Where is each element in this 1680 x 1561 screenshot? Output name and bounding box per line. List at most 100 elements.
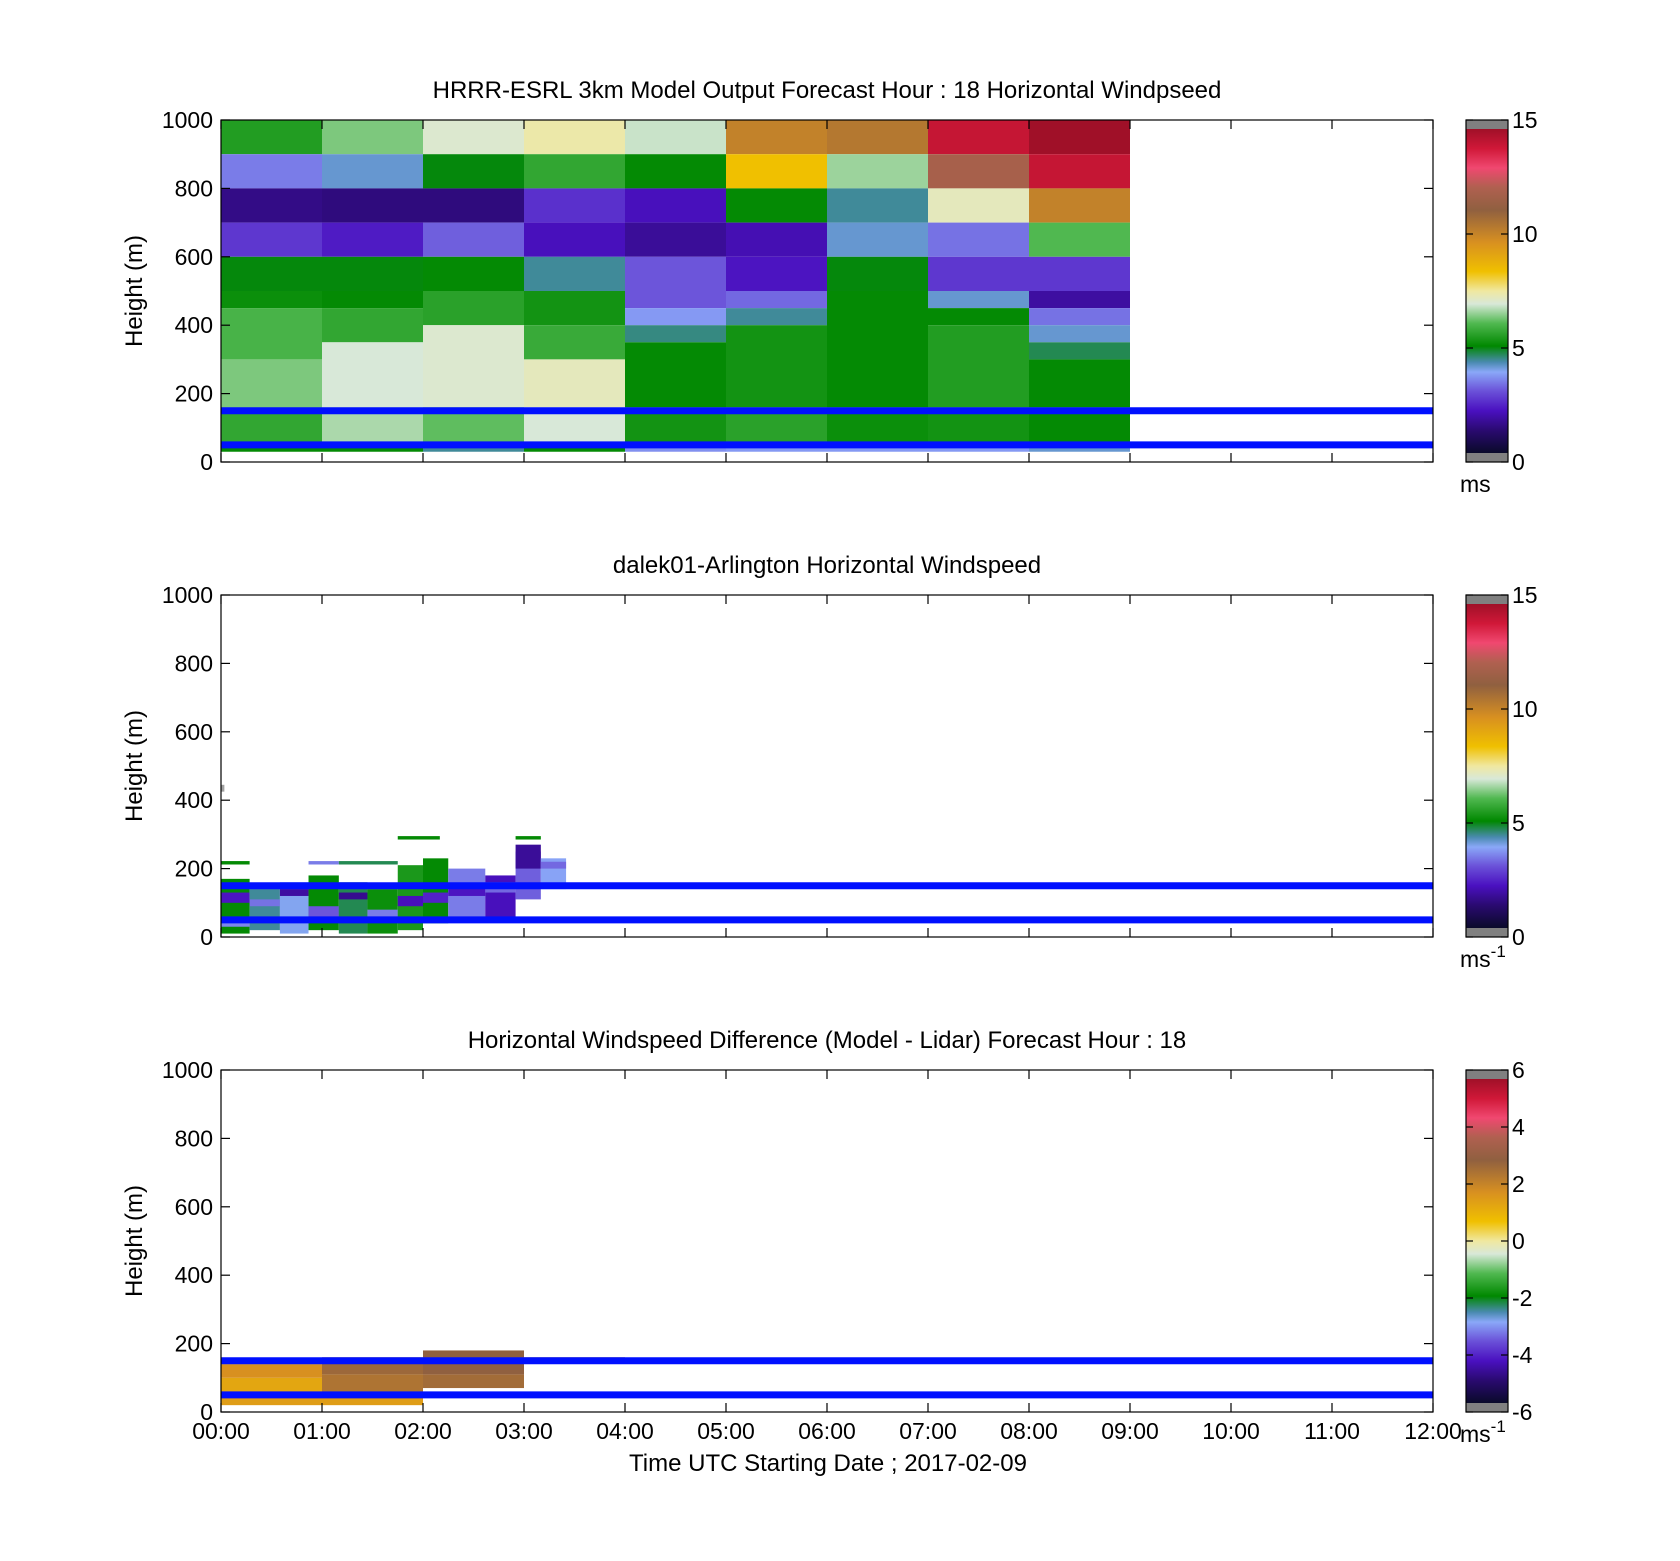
colorbar-tick-label: 0 <box>1512 1228 1525 1254</box>
heatmap-cell <box>322 308 423 343</box>
colorbar-unit: ms-1 <box>1460 942 1506 972</box>
heatmap-cell <box>540 861 567 869</box>
heatmap-cell <box>279 889 309 896</box>
x-tick-label: 11:00 <box>1304 1418 1360 1444</box>
heatmap-cell <box>423 256 524 291</box>
y-tick-label: 200 <box>175 1331 213 1357</box>
heatmap-cell <box>827 154 928 189</box>
heatmap-cell <box>338 882 368 934</box>
x-tick-label: 08:00 <box>1000 1418 1058 1444</box>
y-tick-label: 200 <box>175 381 213 407</box>
heatmap-cell <box>928 256 1029 291</box>
colorbar-unit: ms-1 <box>1460 1417 1506 1447</box>
heatmap-cell <box>1029 188 1130 223</box>
heatmap-cell <box>423 1374 524 1389</box>
heatmap-cell <box>249 899 280 907</box>
heatmap-cell <box>625 342 726 408</box>
colorbar-frame <box>1465 594 1509 938</box>
heatmap-cell <box>322 154 423 189</box>
y-tick-label: 1000 <box>162 582 213 608</box>
heatmap-cell <box>338 861 398 865</box>
heatmap-cell <box>928 154 1029 189</box>
heatmap-cell <box>423 120 524 155</box>
colorbar-unit-exponent: -1 <box>1491 1417 1506 1436</box>
colorbar: 0 5 10 15 ms-1 <box>1460 582 1538 972</box>
colorbar-tick-label: 15 <box>1512 107 1538 133</box>
heatmap-cell <box>322 188 423 223</box>
heatmap-cell <box>928 325 1029 408</box>
heatmap-cell <box>221 188 322 223</box>
x-tick-label: 03:00 <box>495 1418 553 1444</box>
colorbar-tick-label: 2 <box>1512 1171 1525 1197</box>
chart-panel-2: 0 200 400 600 800 1000 dalek01-Arlington Horiz… <box>121 552 1538 972</box>
heatmap-cell <box>625 256 726 309</box>
heatmap-cell <box>625 188 726 223</box>
x-tick-label: 09:00 <box>1101 1418 1159 1444</box>
x-tick-label: 02:00 <box>394 1418 452 1444</box>
colorbar-tick-label: -6 <box>1512 1399 1532 1425</box>
heatmap-cell <box>827 188 928 223</box>
heatmap-cell <box>485 875 516 920</box>
heatmap-cell <box>249 885 280 931</box>
heatmap-cell <box>625 308 726 326</box>
x-tick-label: 12:00 <box>1404 1418 1462 1444</box>
y-tick-label: 1000 <box>162 107 213 133</box>
heatmap-cell <box>338 892 368 900</box>
y-tick-label: 0 <box>200 449 213 475</box>
heatmap-cells <box>221 120 1130 452</box>
heatmap-cell <box>625 325 726 343</box>
heatmap-cell <box>221 222 322 257</box>
heatmap-cell <box>1029 256 1130 291</box>
heatmap-cell <box>726 256 827 291</box>
heatmap-cell <box>1029 359 1130 408</box>
heatmap-cell <box>322 342 423 408</box>
heatmap-cell <box>827 291 928 408</box>
heatmap-cell <box>524 291 625 326</box>
heatmap-cell <box>308 861 339 865</box>
y-tick-label: 800 <box>175 1125 213 1151</box>
heatmap-cell <box>322 291 423 309</box>
heatmap-cell <box>524 120 625 155</box>
heatmap-cell <box>221 359 322 408</box>
chart-title: Horizontal Windspeed Difference (Model -… <box>468 1027 1187 1054</box>
x-tick-label: 06:00 <box>798 1418 856 1444</box>
colorbar-tick-label: 5 <box>1512 335 1525 361</box>
heatmap-cell <box>322 222 423 257</box>
y-tick-label: 200 <box>175 856 213 882</box>
heatmap-cell <box>827 120 928 155</box>
heatmap-cell <box>1029 120 1130 155</box>
heatmap-cell <box>221 784 225 792</box>
x-tick-label: 07:00 <box>899 1418 957 1444</box>
heatmap-cell <box>448 885 486 896</box>
heatmap-cell <box>726 325 827 408</box>
heatmap-cell <box>515 836 541 840</box>
heatmap-cell <box>423 858 449 924</box>
colorbar-tick-label: 10 <box>1512 696 1538 722</box>
colorbar-tick-label: 15 <box>1512 582 1538 608</box>
x-tick-label: 10:00 <box>1202 1418 1260 1444</box>
colorbar-tick-label: -2 <box>1512 1285 1532 1311</box>
heatmap-cell <box>423 325 524 408</box>
heatmap-cell <box>221 861 250 865</box>
y-axis-label: Height (m) <box>121 1185 148 1297</box>
colorbar-unit-exponent: -1 <box>1491 942 1506 961</box>
chart-title: HRRR-ESRL 3km Model Output Forecast Hour… <box>433 77 1222 104</box>
heatmap-cell <box>322 1374 423 1392</box>
heatmap-cell <box>423 892 449 903</box>
chart-panel-3: 00:00 01:00 02:00 03:00 04:00 05:00 06:00 07:00… <box>121 1027 1533 1447</box>
colorbar-gradient <box>1466 604 1508 928</box>
colorbar-frame <box>1465 119 1509 463</box>
heatmap-cell <box>423 291 524 326</box>
heatmap-cell <box>625 222 726 257</box>
heatmap-cell <box>1029 154 1130 189</box>
y-tick-label: 600 <box>175 1194 213 1220</box>
heatmap-cell <box>928 120 1029 155</box>
heatmap-cell <box>726 120 827 155</box>
heatmap-cell <box>928 222 1029 257</box>
heatmap-cell <box>397 895 423 907</box>
colorbar-tick-label: 0 <box>1512 449 1525 475</box>
heatmap-cell <box>524 188 625 223</box>
colorbar-tick-label: 4 <box>1512 1114 1525 1140</box>
x-axis-label: Time UTC Starting Date ; 2017-02-09 <box>629 1450 1027 1477</box>
